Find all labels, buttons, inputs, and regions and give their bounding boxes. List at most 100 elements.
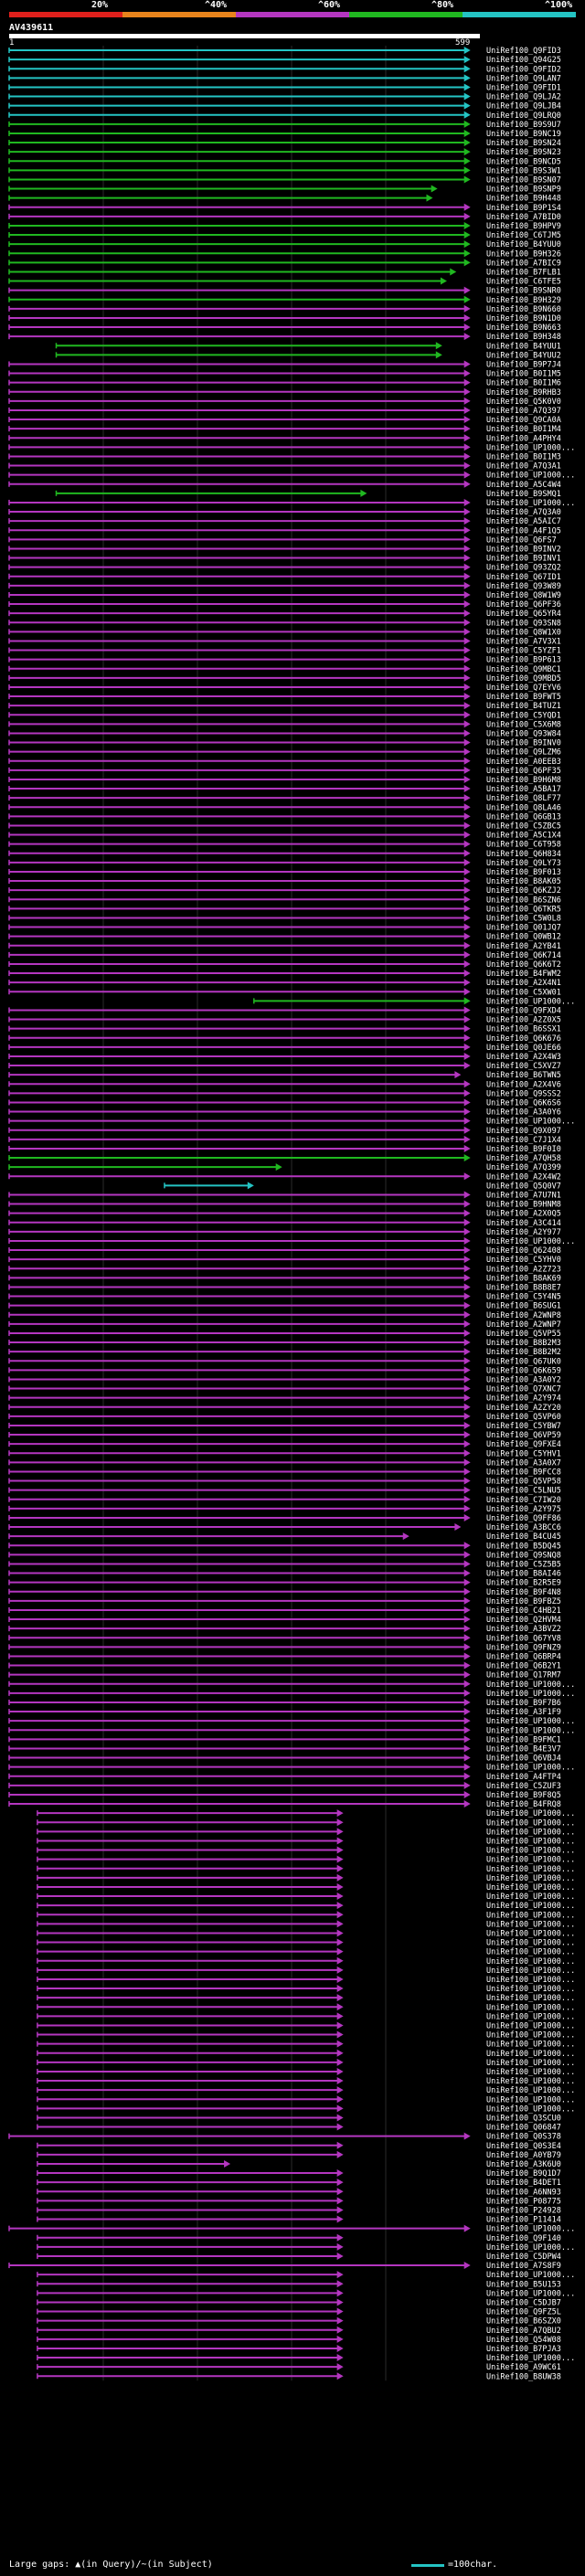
hit-label[interactable]: UniRef100_UP1000... [486,1818,575,1828]
hit-label[interactable]: UniRef100_B9INV0 [486,739,561,748]
hit-label[interactable]: UniRef100_B4CU45 [486,1532,561,1542]
hit-label[interactable]: UniRef100_A7Q3A0 [486,508,561,517]
hit-label[interactable]: UniRef100_Q9FZ5L [486,2308,561,2317]
hit-label[interactable]: UniRef100_A2Z723 [486,1265,561,1274]
hit-label[interactable]: UniRef100_C5X6M8 [486,720,561,729]
hit-label[interactable]: UniRef100_A4FTP4 [486,1773,561,1782]
hit-label[interactable]: UniRef100_B9SN07 [486,175,561,185]
hit-label[interactable]: UniRef100_B4YUU2 [486,351,561,360]
hit-label[interactable]: UniRef100_C5XVZ7 [486,1062,561,1071]
hit-label[interactable]: UniRef100_UP1000... [486,443,575,452]
hit-label[interactable]: UniRef100_Q6K676 [486,1034,561,1044]
hit-label[interactable]: UniRef100_UP1000... [486,1874,575,1883]
hit-label[interactable]: UniRef100_Q0WB12 [486,933,561,942]
hit-label[interactable]: UniRef100_B9N660 [486,305,561,314]
hit-label[interactable]: UniRef100_P11414 [486,2216,561,2225]
hit-label[interactable]: UniRef100_B4FRQ8 [486,1800,561,1809]
hit-label[interactable]: UniRef100_P08775 [486,2197,561,2206]
hit-label[interactable]: UniRef100_A6NN93 [486,2188,561,2197]
hit-label[interactable]: UniRef100_B0I1M6 [486,379,561,388]
hit-label[interactable]: UniRef100_B9F7B6 [486,1699,561,1708]
hit-label[interactable]: UniRef100_UP1000... [486,2225,575,2234]
hit-label[interactable]: UniRef100_A2X0Q5 [486,1210,561,1219]
hit-label[interactable]: UniRef100_UP1000... [486,1837,575,1846]
hit-label[interactable]: UniRef100_B6SZN6 [486,896,561,905]
hit-label[interactable]: UniRef100_Q93W84 [486,729,561,738]
hit-label[interactable]: UniRef100_B8AK69 [486,1274,561,1283]
hit-label[interactable]: UniRef100_Q93W89 [486,582,561,591]
hit-label[interactable]: UniRef100_Q9MBC1 [486,665,561,674]
hit-label[interactable]: UniRef100_B7PJA3 [486,2345,561,2354]
hit-label[interactable]: UniRef100_B6TWN5 [486,1071,561,1080]
hit-label[interactable]: UniRef100_Q6FS7 [486,535,557,545]
hit-label[interactable]: UniRef100_UP1000... [486,472,575,481]
hit-label[interactable]: UniRef100_UP1000... [486,1920,575,1929]
hit-label[interactable]: UniRef100_B9H448 [486,195,561,204]
hit-label[interactable]: UniRef100_B6SUG1 [486,1302,561,1311]
hit-label[interactable]: UniRef100_UP1000... [486,1892,575,1902]
hit-label[interactable]: UniRef100_UP1000... [486,1847,575,1856]
hit-label[interactable]: UniRef100_Q0S378 [486,2133,561,2142]
hit-label[interactable]: UniRef100_Q67YV8 [486,1634,561,1643]
hit-label[interactable]: UniRef100_A2WNP7 [486,1320,561,1330]
hit-label[interactable]: UniRef100_A3K6U0 [486,2160,561,2169]
hit-label[interactable]: UniRef100_A7U7N1 [486,1191,561,1200]
hit-label[interactable]: UniRef100_B9HPV9 [486,222,561,231]
hit-label[interactable]: UniRef100_Q67UK0 [486,1357,561,1366]
hit-label[interactable]: UniRef100_A7S8F9 [486,2262,561,2271]
hit-label[interactable]: UniRef100_UP1000... [486,2289,575,2298]
hit-label[interactable]: UniRef100_Q5Q0V7 [486,1182,561,1191]
hit-label[interactable]: UniRef100_UP1000... [486,2068,575,2077]
hit-label[interactable]: UniRef100_UP1000... [486,1985,575,1994]
hit-label[interactable]: UniRef100_B4TUZ1 [486,702,561,711]
hit-label[interactable]: UniRef100_A7BIC9 [486,259,561,268]
hit-label[interactable]: UniRef100_Q9F140 [486,2234,561,2243]
hit-label[interactable]: UniRef100_C6TJM5 [486,231,561,240]
hit-label[interactable]: UniRef100_B5DQ45 [486,1542,561,1551]
hit-label[interactable]: UniRef100_B4YUU0 [486,240,561,249]
hit-label[interactable]: UniRef100_Q65YR4 [486,610,561,619]
hit-label[interactable]: UniRef100_Q9LY73 [486,859,561,868]
hit-label[interactable]: UniRef100_Q94G25 [486,56,561,65]
hit-label[interactable]: UniRef100_UP1000... [486,1948,575,1957]
hit-label[interactable]: UniRef100_UP1000... [486,1726,575,1735]
hit-label[interactable]: UniRef100_Q6TKR5 [486,905,561,914]
hit-label[interactable]: UniRef100_Q6KZJ2 [486,886,561,896]
hit-label[interactable]: UniRef100_C6T958 [486,841,561,850]
hit-label[interactable]: UniRef100_UP1000... [486,1717,575,1726]
hit-label[interactable]: UniRef100_A2Y975 [486,1505,561,1514]
hit-label[interactable]: UniRef100_B9NCD5 [486,157,561,166]
hit-label[interactable]: UniRef100_UP1000... [486,2104,575,2114]
hit-label[interactable]: UniRef100_Q9FXE4 [486,1440,561,1449]
hit-label[interactable]: UniRef100_C5YHV0 [486,1256,561,1265]
hit-label[interactable]: UniRef100_C5Y4N5 [486,1293,561,1302]
hit-label[interactable]: UniRef100_A4PHY4 [486,434,561,443]
hit-label[interactable]: UniRef100_Q5VP58 [486,1478,561,1487]
hit-label[interactable]: UniRef100_Q6GB13 [486,812,561,822]
hit-label[interactable]: UniRef100_B9P1S4 [486,204,561,213]
hit-label[interactable]: UniRef100_A2ZY20 [486,1404,561,1413]
hit-label[interactable]: UniRef100_B9S9U7 [486,121,561,130]
hit-label[interactable]: UniRef100_Q9SSS2 [486,1089,561,1098]
hit-label[interactable]: UniRef100_A5C1X4 [486,832,561,841]
hit-label[interactable]: UniRef100_Q01JQ7 [486,924,561,933]
hit-label[interactable]: UniRef100_A3BVZ2 [486,1625,561,1634]
hit-label[interactable]: UniRef100_A2YB41 [486,942,561,951]
hit-label[interactable]: UniRef100_Q9FID1 [486,83,561,92]
hit-label[interactable]: UniRef100_A2X4W3 [486,1053,561,1062]
hit-label[interactable]: UniRef100_A9WC61 [486,2363,561,2372]
hit-label[interactable]: UniRef100_UP1000... [486,2003,575,2012]
hit-label[interactable]: UniRef100_Q6B2Y1 [486,1662,561,1671]
hit-label[interactable]: UniRef100_A5C4W4 [486,481,561,490]
hit-label[interactable]: UniRef100_A3BCC6 [486,1523,561,1532]
hit-label[interactable]: UniRef100_B9INV2 [486,545,561,554]
hit-label[interactable]: UniRef100_Q0S3E4 [486,2142,561,2151]
hit-label[interactable]: UniRef100_B9F4N8 [486,1588,561,1597]
hit-label[interactable]: UniRef100_B9H6M8 [486,776,561,785]
hit-label[interactable]: UniRef100_UP1000... [486,2271,575,2280]
hit-label[interactable]: UniRef100_C5LNU5 [486,1487,561,1496]
hit-label[interactable]: UniRef100_UP1000... [486,1911,575,1920]
hit-label[interactable]: UniRef100_B9SN23 [486,148,561,157]
hit-label[interactable]: UniRef100_UP1000... [486,1828,575,1837]
hit-label[interactable]: UniRef100_C5DJB7 [486,2298,561,2307]
